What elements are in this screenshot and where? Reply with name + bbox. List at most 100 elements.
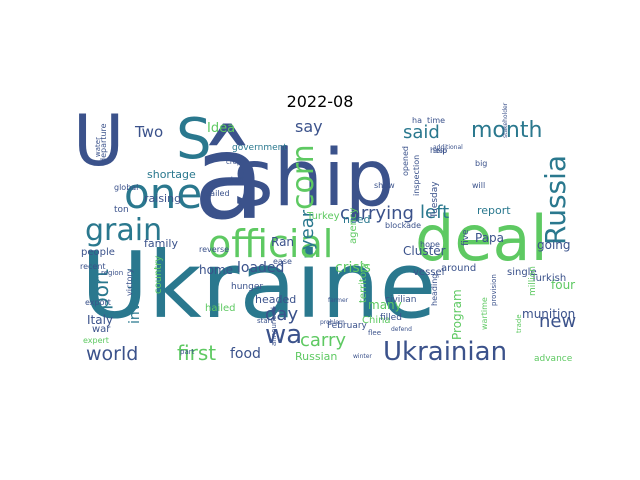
cloud-word: show [374, 181, 395, 190]
cloud-word: part [180, 348, 195, 356]
cloud-word: big [475, 159, 487, 168]
cloud-word: recent [80, 262, 106, 271]
cloud-word: inspection [412, 155, 421, 196]
cloud-word: blockade [385, 221, 421, 230]
cloud-word: expert [83, 336, 109, 345]
cloud-word: war [92, 324, 111, 335]
cloud-word: Ukrainian [383, 337, 507, 367]
cloud-word: ha [412, 116, 422, 125]
cloud-word: world [86, 343, 138, 365]
cloud-word: port [89, 269, 113, 310]
cloud-word: many [368, 298, 402, 312]
cloud-word: said [403, 122, 440, 143]
cloud-word: Italy [87, 313, 113, 327]
cloud-word: trade [515, 314, 523, 333]
cloud-word: family [144, 237, 178, 250]
cloud-word: crisis [335, 260, 371, 276]
cloud-word: opened [401, 146, 410, 176]
cloud-word: million [528, 266, 538, 296]
cloud-word: Tuesday [430, 181, 440, 219]
cloud-word: Ukraine [81, 232, 436, 339]
cloud-word: invaded [127, 268, 143, 324]
cloud-word: ton [114, 205, 129, 215]
cloud-word: vessel [413, 267, 444, 278]
cloud-word: carry [300, 330, 346, 351]
cloud-word: four [551, 278, 575, 292]
cloud-word: wa [265, 320, 302, 350]
cloud-word: crop [226, 158, 242, 166]
cloud-word: deal [415, 202, 548, 275]
cloud-word: additional [433, 144, 463, 151]
cloud-word: munition [522, 307, 575, 321]
cloud-word: U [73, 100, 124, 182]
cloud-word: Cluster [403, 244, 446, 258]
cloud-word: territory [358, 262, 369, 303]
cloud-word: heading [430, 274, 439, 306]
cloud-word: five [461, 229, 471, 246]
cloud-word: asked [223, 176, 244, 184]
cloud-word: ship [233, 134, 394, 224]
cloud-word: day [265, 304, 298, 325]
cloud-word: Stop [433, 148, 447, 155]
cloud-word: hailed [205, 303, 236, 314]
cloud-word: reverse [199, 245, 229, 254]
cloud-word: need [343, 213, 371, 226]
cloud-word: raising [144, 192, 181, 205]
cloud-word: stakeholder [502, 102, 509, 138]
cloud-word: going [537, 238, 571, 252]
cloud-word: export [85, 298, 111, 307]
cloud-word: â [193, 108, 265, 246]
cloud-word: Turkey [306, 211, 340, 222]
cloud-word: hunger [231, 282, 263, 292]
cloud-word: advance [534, 354, 573, 364]
cloud-word: announced [270, 307, 278, 346]
cloud-word: say [295, 117, 323, 136]
cloud-word: official [208, 222, 333, 266]
cloud-word: region [101, 269, 123, 277]
cloud-word: global [114, 183, 138, 192]
cloud-word: agency [348, 208, 359, 244]
cloud-word: left [420, 202, 449, 223]
cloud-word: departure [99, 123, 108, 163]
cloud-word: ease [273, 257, 292, 266]
cloud-word: Turkish [530, 273, 566, 284]
cloud-word: new [539, 311, 576, 332]
cloud-word: victory [125, 268, 134, 296]
cloud-word: single [507, 267, 537, 278]
cloud-word: month [471, 118, 542, 143]
cloud-word: S [176, 107, 212, 172]
cloud-word: grain [85, 213, 162, 248]
cloud-word: Russia [539, 155, 572, 245]
cloud-word: year [297, 209, 318, 250]
cloud-word: China [362, 315, 391, 326]
cloud-word: hope [420, 240, 440, 249]
page-title: 2022-08 [286, 92, 354, 111]
cloud-word: sailed [206, 189, 230, 198]
cloud-word: wartime [480, 297, 489, 330]
cloud-word: Two [134, 123, 163, 141]
cloud-word: country [153, 256, 164, 294]
cloud-word: corn [286, 144, 321, 210]
cloud-word: government [232, 143, 287, 153]
cloud-word: food [230, 346, 261, 362]
cloud-word: carrying [340, 203, 414, 224]
cloud-word: Ran [271, 235, 294, 249]
cloud-word: defend [391, 326, 412, 333]
cloud-word: filled [380, 313, 402, 323]
cloud-word: report [477, 204, 511, 217]
cloud-word: civilian [385, 295, 417, 305]
cloud-word: flee [368, 329, 381, 337]
cloud-word: Idea [207, 121, 235, 136]
cloud-word: February [327, 321, 368, 331]
cloud-word: will [472, 181, 485, 190]
cloud-word: water [94, 137, 102, 157]
cloud-word: start [257, 317, 274, 325]
cloud-word: Program [450, 289, 464, 340]
cloud-word: Papa [475, 231, 504, 245]
cloud-word: first [177, 341, 216, 365]
cloud-word: one [124, 169, 202, 218]
cloud-word: loaded [237, 260, 284, 276]
cloud-word: home [199, 263, 233, 277]
cloud-word: provision [490, 274, 498, 306]
